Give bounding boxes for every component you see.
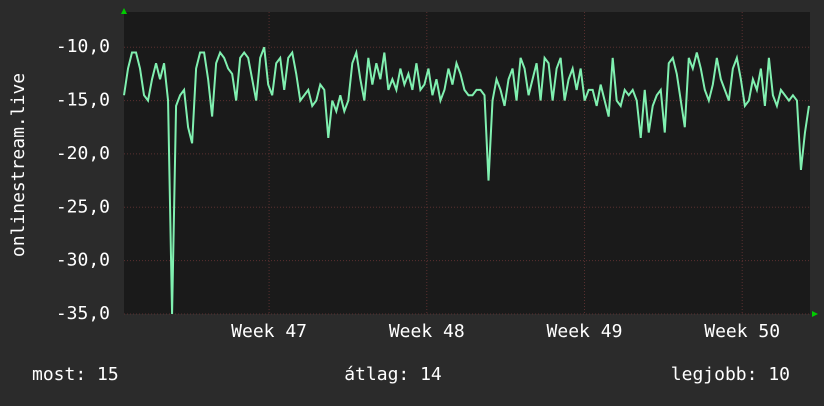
stat: legjobb: 10 <box>671 364 790 385</box>
stat: átlag: 14 <box>344 364 442 385</box>
y-tick-label: -20,0 <box>56 143 110 164</box>
stat-value: 10 <box>768 364 790 385</box>
y-axis-label: onlinestream.live <box>8 73 29 257</box>
stat: most: 15 <box>32 364 119 385</box>
y-tick-label: -35,0 <box>56 303 110 324</box>
stat-label: most: <box>32 364 86 385</box>
stat-value: 15 <box>97 364 119 385</box>
legend: most: 15 átlag: 14 legjobb: 10 <box>32 364 790 385</box>
y-tick-label: -25,0 <box>56 196 110 217</box>
x-tick-label: Week 49 <box>547 321 623 342</box>
y-tick-label: -10,0 <box>56 36 110 57</box>
stat-label: legjobb: <box>671 364 758 385</box>
plot-area <box>124 12 810 314</box>
x-tick-label: Week 50 <box>704 321 780 342</box>
axis-arrow <box>121 8 127 14</box>
x-tick-label: Week 47 <box>231 321 307 342</box>
y-tick-label: -30,0 <box>56 250 110 271</box>
data-line <box>123 46 810 315</box>
stat-value: 14 <box>420 364 442 385</box>
axis-arrow <box>812 311 818 317</box>
x-tick-label: Week 48 <box>389 321 465 342</box>
stat-label: átlag: <box>344 364 409 385</box>
y-tick-label: -15,0 <box>56 90 110 111</box>
